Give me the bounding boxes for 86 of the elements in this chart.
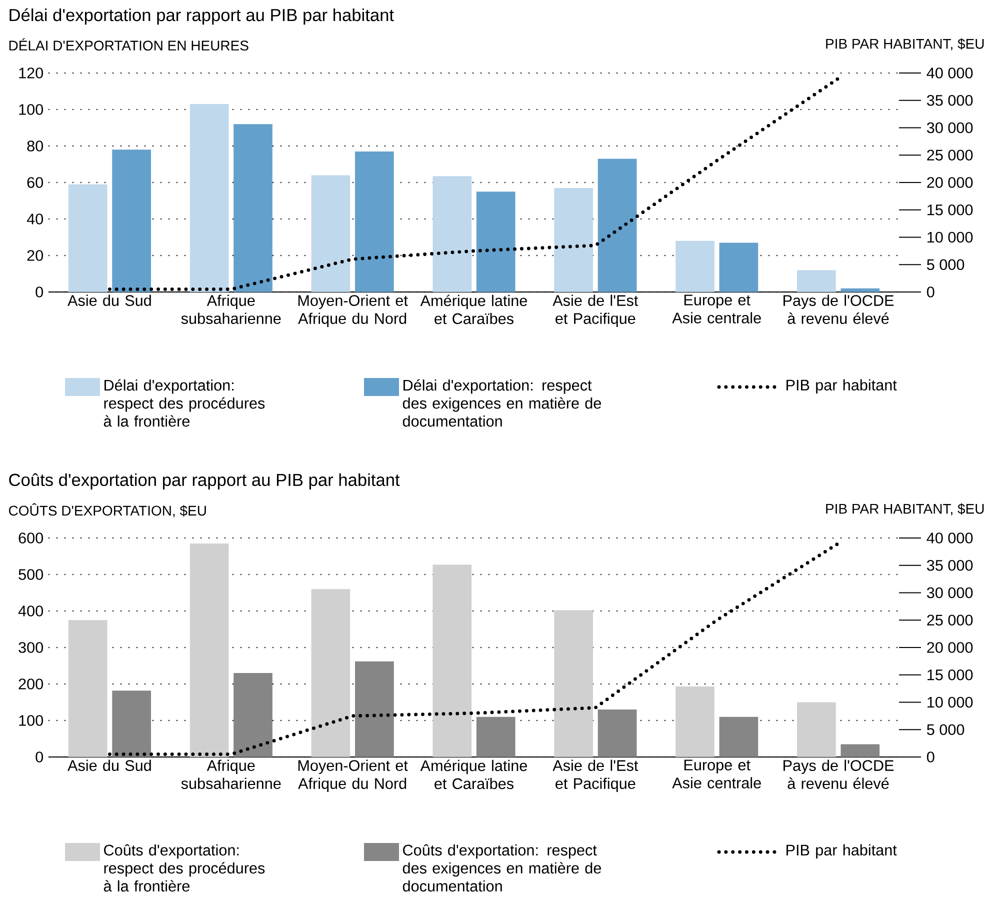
bar <box>476 192 516 292</box>
y2-tick-label: 10 000 <box>928 696 973 708</box>
y2-tick-label: 20 000 <box>927 642 973 653</box>
y-tick-label: 60 <box>27 177 44 188</box>
y2-tick-label: 25 000 <box>927 614 973 626</box>
y-tick-label: 40 <box>26 214 44 224</box>
y2-tick-label: 0 <box>926 286 934 298</box>
bar <box>68 184 108 292</box>
y-tick-label: 0 <box>36 286 44 298</box>
x-tick-label: Amérique latine et Caraïbes <box>420 294 527 324</box>
x-tick-label: Afrique subsaharienne <box>181 294 281 324</box>
bar <box>840 744 880 757</box>
bar <box>797 270 836 292</box>
y2-tick-label: 35 000 <box>926 560 973 571</box>
chart-title: Délai d'exportation par rapport au PIB par habitant <box>10 8 394 25</box>
bar <box>311 175 350 292</box>
bar <box>190 104 229 292</box>
bar <box>797 702 836 757</box>
y2-axis-title: PIB PAR HABITANT, $EU <box>826 503 984 516</box>
x-tick-label: Europe et Asie centrale <box>672 294 761 324</box>
y2-tick-label: 40 000 <box>926 532 973 544</box>
y2-tick-label: 5 000 <box>926 724 964 736</box>
x-tick-label: Afrique subsaharienne <box>181 760 281 789</box>
y2-tick-label: 15 000 <box>928 669 973 680</box>
bar <box>432 176 472 292</box>
bar <box>234 124 272 292</box>
y-tick-label: 20 <box>27 250 44 261</box>
bar <box>355 661 394 757</box>
bar <box>112 690 152 757</box>
legend-label: Délai d'exportation: respect des exigences en matière de documentation <box>402 379 601 427</box>
legend-label: Coûts d'exportation: respect des procédures à la frontière <box>104 844 265 892</box>
y2-tick-label: 40 000 <box>926 68 973 78</box>
y-tick-label: 400 <box>18 606 44 616</box>
y-tick-label: 0 <box>36 752 44 762</box>
x-tick-label: Moyen-Orient et Afrique du Nord <box>298 760 408 792</box>
y-tick-label: 120 <box>19 68 44 78</box>
bar <box>598 710 637 757</box>
bar <box>719 242 758 292</box>
y2-tick-label: 25 000 <box>927 150 973 161</box>
x-tick-label: Amérique latine et Caraïbes <box>420 760 527 790</box>
y2-tick-label: 5 000 <box>926 259 964 270</box>
bar <box>598 158 637 292</box>
x-tick-label: Asie du Sud <box>68 760 151 771</box>
bar <box>840 288 880 292</box>
legend-label: PIB par habitant <box>786 844 897 859</box>
bar <box>190 543 229 757</box>
x-tick-label: Pays de l'OCDE à revenu élevé <box>784 760 894 789</box>
legend-label: PIB par habitant <box>786 379 897 394</box>
y-tick-label: 300 <box>18 642 44 653</box>
y2-tick-label: 15 000 <box>928 204 973 216</box>
bar <box>554 610 593 757</box>
y2-tick-label: 30 000 <box>926 587 973 598</box>
y-tick-label: 100 <box>19 715 44 726</box>
bar <box>676 686 714 757</box>
x-tick-label: Asie du Sud <box>68 294 151 306</box>
y2-axis-title: PIB PAR HABITANT, $EU <box>826 38 984 50</box>
x-tick-label: Asie de l'Est et Pacifique <box>552 294 638 327</box>
legend-label: Délai d'exportation: respect des procédures à la frontière <box>104 379 265 427</box>
bar <box>719 716 758 757</box>
y-tick-label: 500 <box>18 569 44 580</box>
x-tick-label: Pays de l'OCDE à revenu élevé <box>784 294 894 324</box>
bar <box>112 150 152 292</box>
y2-tick-label: 10 000 <box>928 232 973 243</box>
bar <box>476 716 516 757</box>
bar <box>554 188 593 292</box>
bar <box>311 589 350 757</box>
y-tick-label: 80 <box>27 140 44 152</box>
y-tick-label: 100 <box>19 104 44 115</box>
bar <box>676 240 714 292</box>
y-axis-title: DÉLAI D'EXPORTATION EN HEURES <box>9 38 248 51</box>
bar <box>68 620 108 757</box>
y-tick-label: 200 <box>18 678 44 690</box>
y-tick-label: 600 <box>18 532 44 544</box>
bar <box>234 673 272 757</box>
bar <box>355 151 394 292</box>
y2-tick-label: 0 <box>926 752 934 762</box>
y-axis-title: COÛTS D'EXPORTATION, $EU <box>8 503 206 518</box>
legend-label: Coûts d'exportation: respect des exigences en matière de documentation <box>402 844 601 892</box>
y2-tick-label: 35 000 <box>926 94 973 106</box>
x-tick-label: Asie de l'Est et Pacifique <box>552 760 638 792</box>
chart-title: Coûts d'exportation par rapport au PIB par habitant <box>9 473 400 490</box>
y2-tick-label: 30 000 <box>926 122 973 134</box>
x-tick-label: Europe et Asie centrale <box>672 760 761 788</box>
x-tick-label: Moyen-Orient et Afrique du Nord <box>298 294 408 327</box>
y2-tick-label: 20 000 <box>927 177 973 188</box>
bar <box>432 564 472 757</box>
